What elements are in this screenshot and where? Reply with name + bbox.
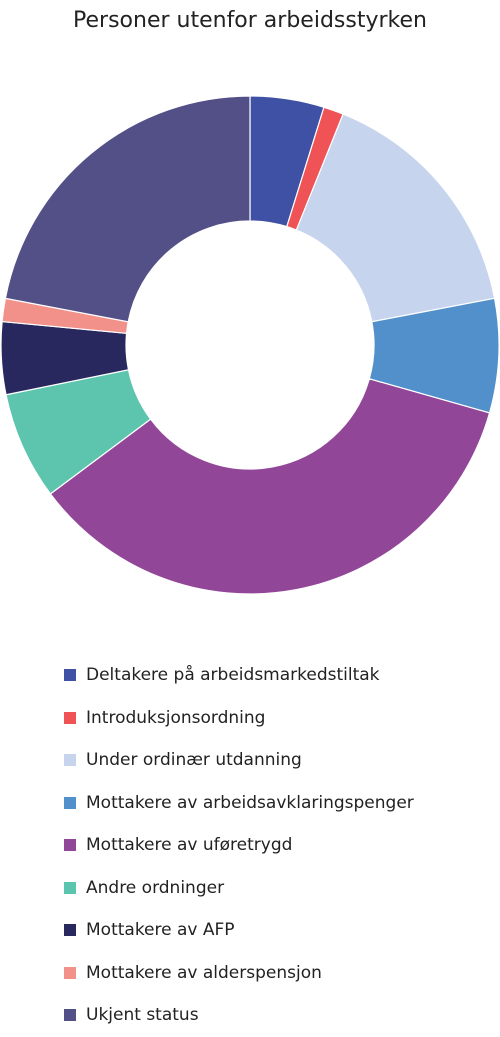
legend-swatch [64, 754, 76, 767]
legend-label: Andre ordninger [86, 877, 225, 898]
legend-swatch [64, 1009, 76, 1022]
legend-swatch [64, 711, 76, 724]
donut-slice-9 [4, 95, 251, 323]
legend-label: Mottakere av arbeidsavklaringspenger [86, 792, 414, 813]
donut-slices [0, 95, 500, 595]
chart-title: Personer utenfor arbeidsstyrken [73, 8, 427, 33]
legend-item: Mottakere av alderspensjon [64, 952, 494, 995]
legend-swatch [64, 881, 76, 894]
legend-item: Under ordinær utdanning [64, 739, 494, 782]
legend-swatch [64, 966, 76, 979]
legend-item: Mottakere av arbeidsavklaringspenger [64, 782, 494, 825]
legend-swatch [64, 924, 76, 937]
legend-swatch [64, 669, 76, 682]
legend-item: Mottakere av AFP [64, 909, 494, 952]
legend-item: Introduksjonsordning [64, 697, 494, 740]
legend-item: Ukjent status [64, 994, 494, 1037]
legend-swatch [64, 796, 76, 809]
donut-chart [0, 95, 500, 595]
legend-label: Mottakere av alderspensjon [86, 962, 322, 983]
legend-label: Deltakere på arbeidsmarkedstiltak [86, 665, 380, 686]
legend-item: Mottakere av uføretrygd [64, 824, 494, 867]
chart-legend: Deltakere på arbeidsmarkedstiltak Introdu… [64, 654, 494, 1037]
legend-label: Ukjent status [86, 1005, 199, 1026]
legend-swatch [64, 839, 76, 852]
legend-label: Introduksjonsordning [86, 707, 266, 728]
legend-label: Under ordinær utdanning [86, 750, 302, 771]
donut-slice-3 [295, 113, 496, 323]
legend-label: Mottakere av AFP [86, 920, 235, 941]
legend-item: Andre ordninger [64, 867, 494, 910]
legend-label: Mottakere av uføretrygd [86, 835, 293, 856]
legend-item: Deltakere på arbeidsmarkedstiltak [64, 654, 494, 697]
donut-slice-5 [49, 378, 491, 595]
